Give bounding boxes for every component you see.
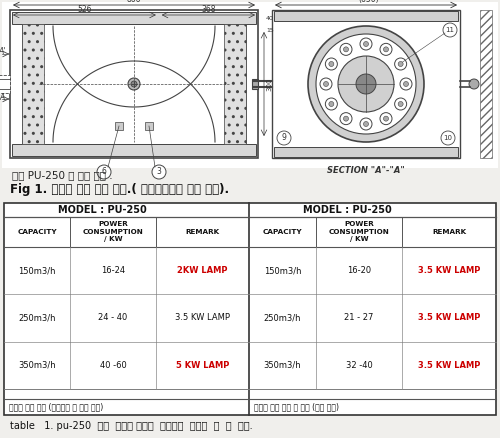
Circle shape — [324, 81, 328, 86]
Circle shape — [344, 47, 348, 52]
Text: REMARK: REMARK — [186, 229, 220, 235]
Text: 40 -60: 40 -60 — [100, 361, 126, 370]
Circle shape — [340, 113, 352, 125]
Bar — [22, 24, 44, 144]
Text: 21 - 27: 21 - 27 — [344, 314, 374, 322]
Text: 15: 15 — [266, 28, 274, 32]
Circle shape — [443, 23, 457, 37]
Text: 3.5 KW LAMP: 3.5 KW LAMP — [418, 266, 480, 275]
Bar — [0, 75, 10, 93]
Circle shape — [384, 116, 388, 121]
Circle shape — [329, 61, 334, 67]
Circle shape — [441, 131, 455, 145]
Text: MODEL : PU-250: MODEL : PU-250 — [304, 205, 392, 215]
Text: 24 - 40: 24 - 40 — [98, 314, 128, 322]
Text: 2KW LAMP: 2KW LAMP — [177, 266, 228, 275]
Bar — [115, 122, 123, 130]
Circle shape — [326, 98, 338, 110]
Circle shape — [329, 102, 334, 106]
Text: POWER
CONSUMPTION
/ KW: POWER CONSUMPTION / KW — [328, 222, 390, 243]
Circle shape — [469, 79, 479, 89]
Circle shape — [364, 121, 368, 127]
Circle shape — [344, 116, 348, 121]
Text: 150m3/h: 150m3/h — [264, 266, 301, 275]
Bar — [480, 10, 492, 158]
Bar — [224, 24, 246, 144]
Text: 350m3/h: 350m3/h — [264, 361, 301, 370]
Text: 300: 300 — [266, 77, 272, 91]
Circle shape — [404, 81, 408, 86]
Text: 6: 6 — [102, 167, 106, 177]
Bar — [145, 122, 153, 130]
Text: 3: 3 — [156, 167, 162, 177]
Text: MODEL : PU-250: MODEL : PU-250 — [58, 205, 146, 215]
Circle shape — [128, 78, 140, 90]
Bar — [272, 10, 460, 158]
Text: 16-20: 16-20 — [347, 266, 371, 275]
Text: REMARK: REMARK — [432, 229, 466, 235]
Text: 조작한 램프 용량 및 수량 (생산 제품): 조작한 램프 용량 및 수량 (생산 제품) — [254, 403, 339, 411]
Circle shape — [277, 131, 291, 145]
Text: 150m3/h: 150m3/h — [18, 266, 56, 275]
Bar — [252, 79, 258, 89]
Text: 모델 PU-250 의 구조 도면 .: 모델 PU-250 의 구조 도면 . — [12, 170, 112, 180]
Circle shape — [326, 58, 338, 70]
Text: A: A — [0, 92, 4, 102]
Text: CAPACITY: CAPACITY — [262, 229, 302, 235]
Circle shape — [400, 78, 412, 90]
Circle shape — [308, 26, 424, 142]
Bar — [10, 10, 258, 158]
Circle shape — [394, 98, 406, 110]
Bar — [4, 203, 496, 415]
Text: 526: 526 — [77, 5, 92, 14]
Text: (650)*: (650)* — [359, 0, 384, 4]
Circle shape — [384, 47, 388, 52]
Text: Fig 1. 승인시 받은 제품 사양.( 승인도면에서 일부 발췌).: Fig 1. 승인시 받은 제품 사양.( 승인도면에서 일부 발췌). — [10, 183, 229, 196]
Text: 40: 40 — [266, 15, 274, 21]
Text: 350m3/h: 350m3/h — [18, 361, 56, 370]
Circle shape — [320, 78, 332, 90]
Circle shape — [356, 74, 376, 94]
Text: 368: 368 — [201, 5, 216, 14]
Circle shape — [360, 118, 372, 130]
Text: 250m3/h: 250m3/h — [18, 314, 56, 322]
Circle shape — [398, 102, 403, 106]
Circle shape — [394, 58, 406, 70]
Circle shape — [380, 43, 392, 55]
Text: CAPACITY: CAPACITY — [18, 229, 57, 235]
Text: 11: 11 — [446, 27, 454, 33]
Circle shape — [97, 165, 111, 179]
Text: 3.5 KW LAMP: 3.5 KW LAMP — [175, 314, 230, 322]
Bar — [274, 147, 458, 157]
Bar — [12, 144, 256, 156]
Text: 3.5 KW LAMP: 3.5 KW LAMP — [418, 314, 480, 322]
Text: 16-24: 16-24 — [101, 266, 125, 275]
Text: 32 -40: 32 -40 — [346, 361, 372, 370]
Circle shape — [398, 61, 403, 67]
Text: SECTION "A"-"A": SECTION "A"-"A" — [327, 166, 405, 175]
Text: 승인된 원본 사양 (형식승인 된 제품 사양): 승인된 원본 사양 (형식승인 된 제품 사양) — [9, 403, 104, 411]
Circle shape — [316, 34, 416, 134]
Text: POWER
CONSUMPTION
/ KW: POWER CONSUMPTION / KW — [82, 222, 144, 243]
Bar — [274, 11, 458, 21]
Bar — [22, 24, 246, 144]
Text: table   1. pu-250  모델  제품의 사양을  무단으로  조작한  후  의  사양.: table 1. pu-250 모델 제품의 사양을 무단으로 조작한 후 의 … — [10, 421, 252, 431]
Text: 5 KW LAMP: 5 KW LAMP — [176, 361, 229, 370]
Text: 10: 10 — [444, 135, 452, 141]
Circle shape — [360, 38, 372, 50]
Circle shape — [338, 56, 394, 112]
Bar — [2, 2, 498, 168]
Text: 250m3/h: 250m3/h — [264, 314, 301, 322]
Text: 9: 9 — [282, 134, 286, 142]
Circle shape — [380, 113, 392, 125]
Text: A': A' — [0, 47, 6, 57]
Circle shape — [152, 165, 166, 179]
Circle shape — [340, 43, 352, 55]
Text: 3.5 KW LAMP: 3.5 KW LAMP — [418, 361, 480, 370]
Text: 866: 866 — [127, 0, 142, 4]
Bar — [12, 12, 256, 24]
Circle shape — [131, 81, 137, 87]
Circle shape — [364, 42, 368, 46]
